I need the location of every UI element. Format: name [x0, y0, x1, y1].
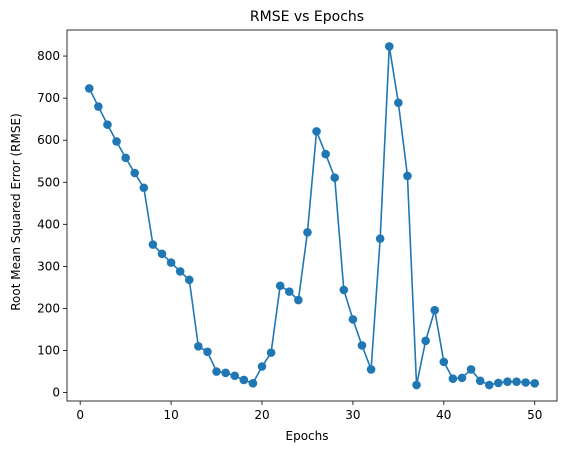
data-point	[376, 234, 385, 243]
data-point	[367, 365, 376, 374]
data-point	[149, 240, 158, 249]
y-axis-label: Root Mean Squared Error (RMSE)	[9, 113, 23, 311]
data-point	[230, 371, 239, 380]
data-point	[421, 337, 430, 346]
data-point	[194, 342, 203, 351]
y-tick-label: 100	[37, 344, 60, 358]
data-point	[440, 358, 449, 367]
data-point	[430, 306, 439, 315]
x-tick-label: 30	[345, 408, 360, 422]
y-tick-label: 200	[37, 301, 60, 315]
data-point	[167, 258, 176, 267]
data-point	[403, 172, 412, 181]
data-point	[485, 381, 494, 390]
x-tick-label: 10	[163, 408, 178, 422]
data-point	[94, 102, 103, 111]
data-point	[503, 377, 512, 386]
x-tick-label: 0	[76, 408, 84, 422]
y-tick-label: 700	[37, 91, 60, 105]
data-point	[340, 286, 349, 295]
y-tick-label: 300	[37, 259, 60, 273]
data-point	[140, 183, 149, 192]
data-point	[240, 376, 249, 385]
y-tick-label: 800	[37, 49, 60, 63]
data-point	[112, 137, 121, 146]
data-point	[321, 150, 330, 159]
data-point	[458, 374, 467, 383]
data-point	[303, 228, 312, 237]
data-point	[258, 362, 267, 371]
data-point	[130, 169, 139, 178]
data-point	[494, 379, 503, 388]
data-point	[285, 287, 294, 296]
data-point	[176, 267, 185, 276]
y-tick-label: 600	[37, 133, 60, 147]
data-point	[103, 120, 112, 129]
data-point	[267, 348, 276, 357]
data-point	[358, 341, 367, 350]
data-point	[349, 315, 358, 324]
data-point	[121, 154, 130, 163]
y-tick-label: 500	[37, 175, 60, 189]
data-point	[476, 377, 485, 386]
data-point	[185, 276, 194, 285]
data-point	[221, 369, 230, 378]
data-point	[212, 367, 221, 376]
data-point	[158, 249, 167, 258]
data-point	[330, 173, 339, 182]
chart-title: RMSE vs Epochs	[250, 9, 364, 25]
data-point	[412, 381, 421, 390]
data-point	[530, 379, 539, 388]
data-point	[521, 378, 530, 387]
y-tick-label: 400	[37, 217, 60, 231]
data-point	[294, 296, 303, 305]
data-point	[449, 374, 458, 383]
data-point	[249, 379, 258, 388]
x-tick-label: 50	[527, 408, 542, 422]
y-tick-label: 0	[52, 386, 60, 400]
data-point	[467, 365, 476, 374]
x-axis-label: Epochs	[286, 429, 329, 443]
data-point	[276, 281, 285, 290]
data-point	[385, 42, 394, 51]
data-point	[394, 98, 403, 107]
data-point	[203, 347, 212, 356]
data-point	[85, 84, 94, 93]
x-tick-label: 40	[436, 408, 451, 422]
data-point	[312, 127, 321, 136]
x-tick-label: 20	[254, 408, 269, 422]
data-point	[512, 377, 521, 386]
